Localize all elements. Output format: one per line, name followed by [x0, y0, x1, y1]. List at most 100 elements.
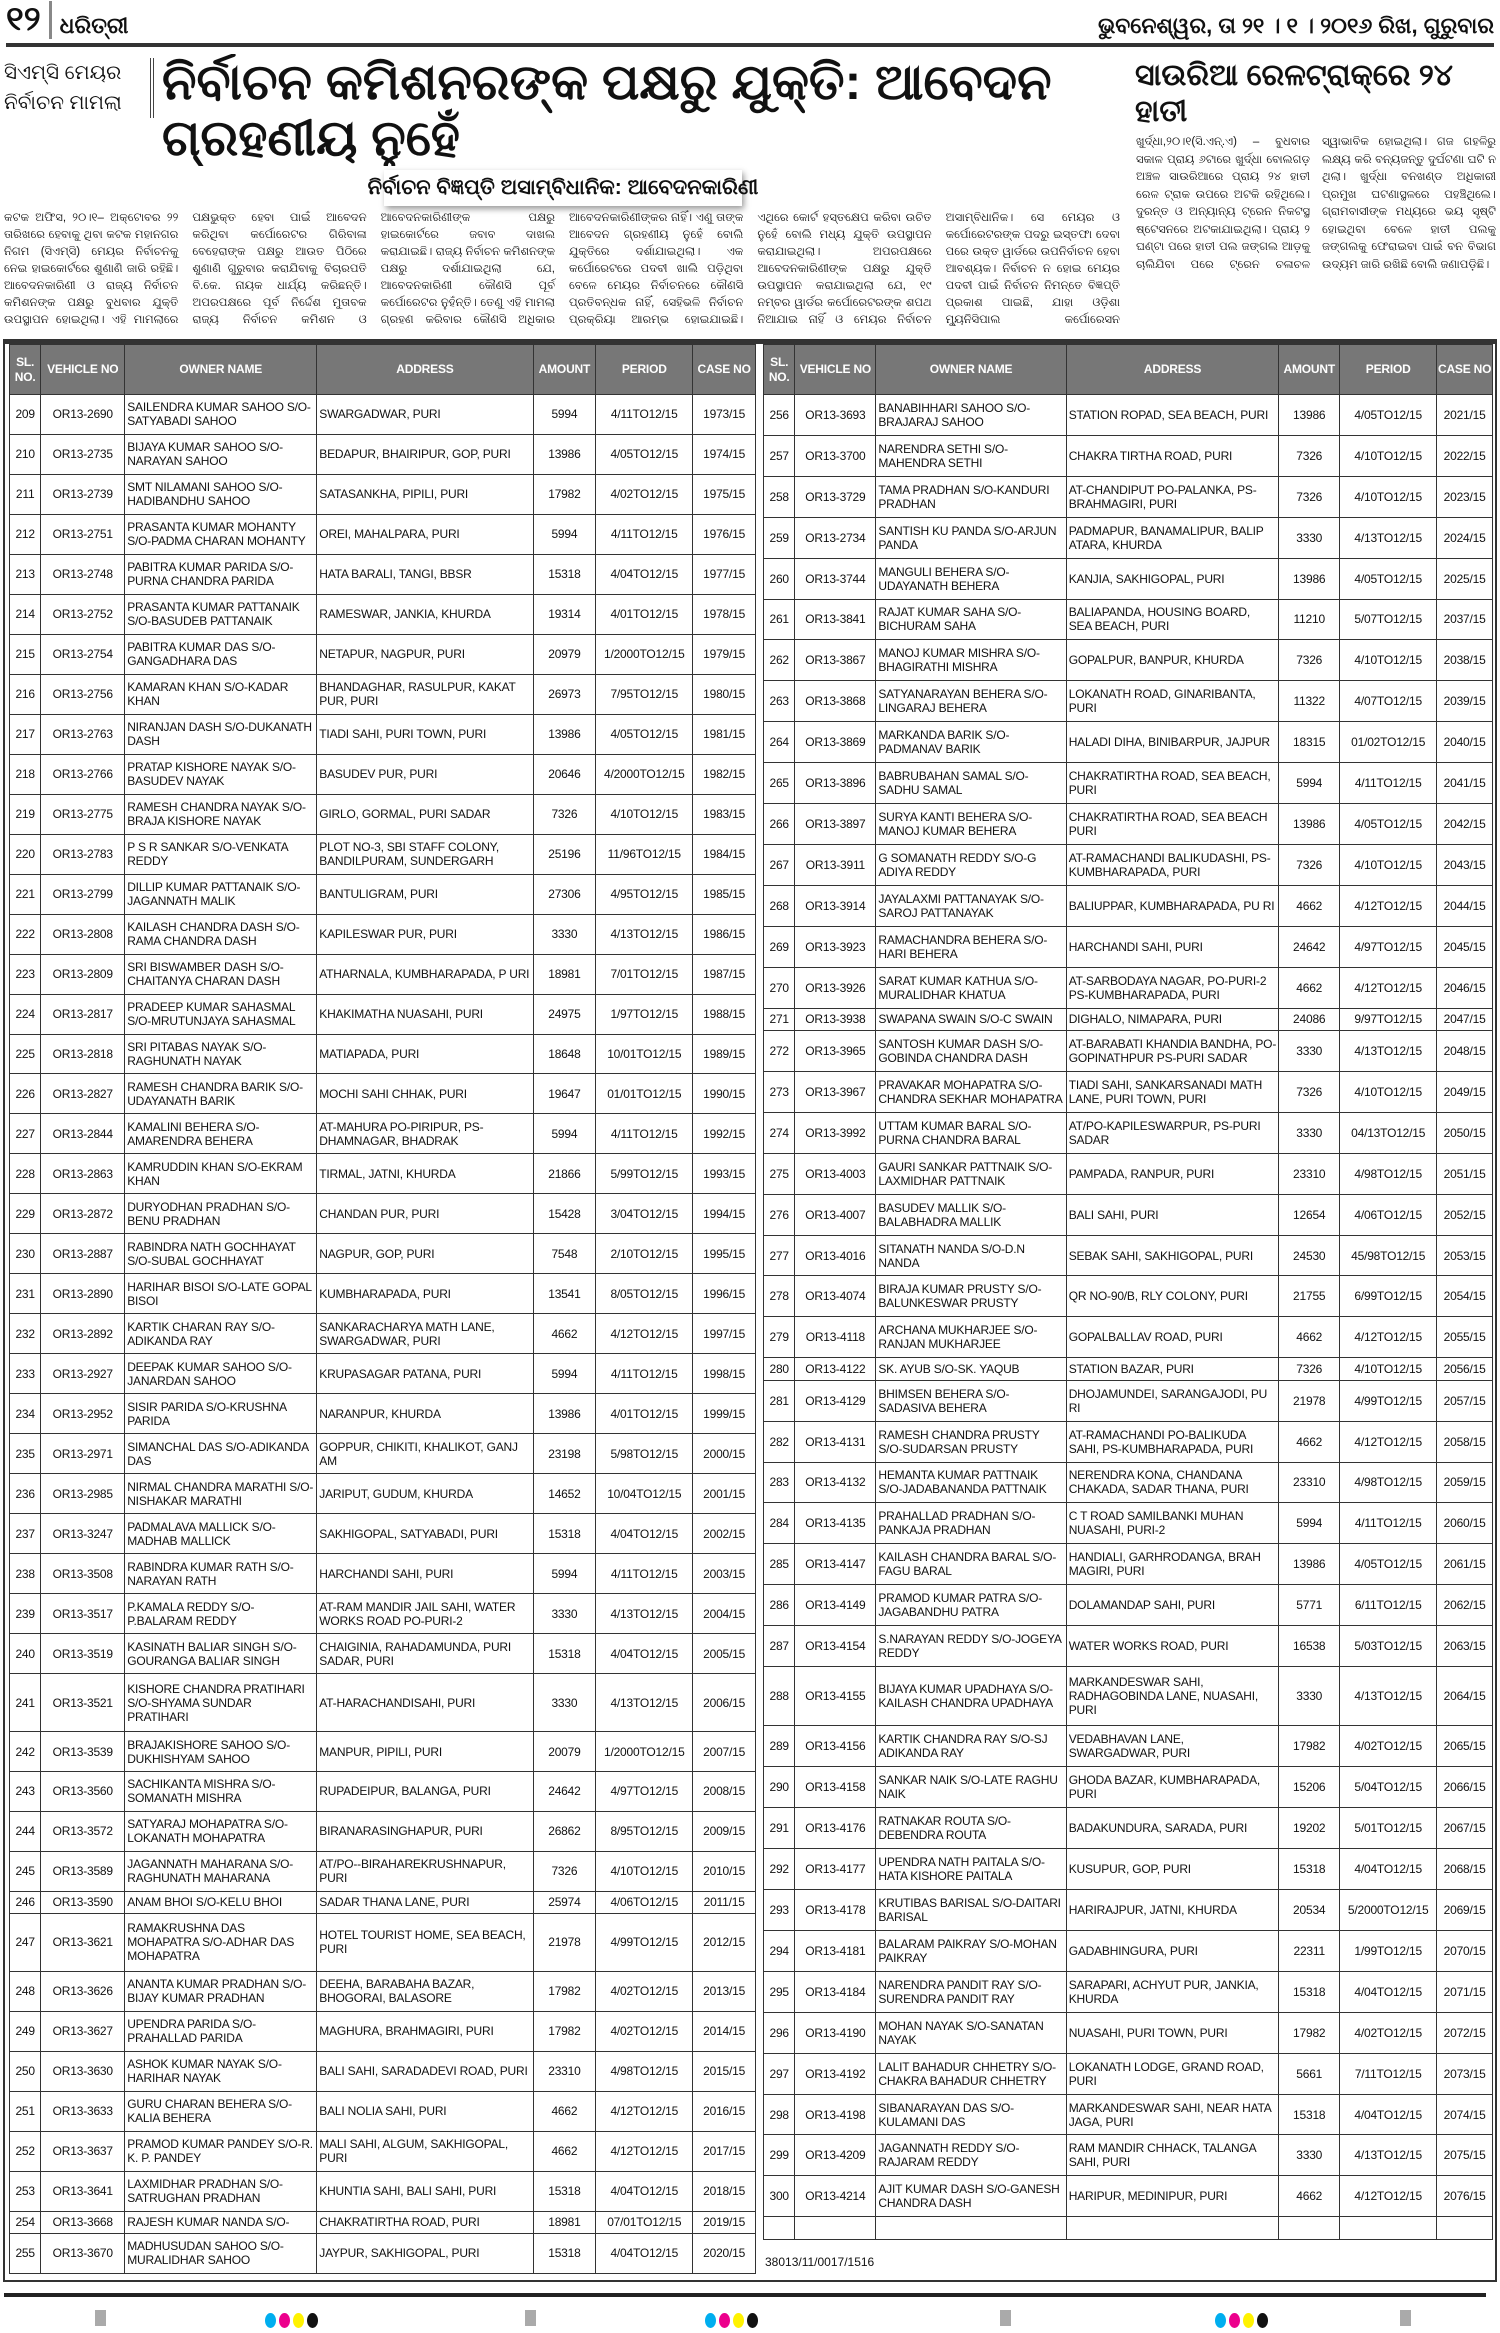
sl-no-cell: 298 — [762, 2093, 796, 2136]
case-no-cell: 2004/15 — [692, 1593, 756, 1635]
sl-no-cell: 275 — [762, 1152, 796, 1195]
registration-gray-mark — [1000, 2310, 1011, 2326]
sl-no-cell: 229 — [8, 1193, 42, 1235]
address-cell: CHAKRA TIRTHA ROAD, PURI — [1065, 434, 1280, 477]
table-row: 266 OR13-3897 SURYA KANTI BEHERA S/O-MANOJ… — [762, 803, 1493, 845]
table-row: 251 OR13-3633 GURU CHARAN BEHERA S/O-KALIA… — [8, 2090, 756, 2132]
case-no-cell: 1977/15 — [692, 553, 756, 595]
sl-no-cell: 220 — [8, 833, 42, 875]
period-cell: 10/04TO12/15 — [595, 1473, 694, 1515]
case-no-cell: 2066/15 — [1436, 1766, 1493, 1809]
amount-cell: 18315 — [1278, 721, 1341, 764]
vehicle-no-cell: OR13-2887 — [40, 1233, 126, 1275]
case-no-cell: 2047/15 — [1436, 1007, 1493, 1032]
period-cell: 4/04TO12/15 — [595, 2170, 694, 2212]
case-no-cell: 2023/15 — [1436, 475, 1493, 518]
address-cell: BALI SAHI, SARADADEVI ROAD, PURI — [316, 2050, 534, 2092]
vehicle-no-cell: OR13-4154 — [794, 1625, 877, 1668]
address-cell: AT-MAHURA PO-PIRIPUR, PS-DHAMNAGAR, BHAD… — [316, 1113, 534, 1155]
address-cell: MAGHURA, BRAHMAGIRI, PURI — [316, 2010, 534, 2052]
column-header-sl-no: SL. NO. — [8, 344, 42, 395]
vehicle-no-cell: OR13-3521 — [40, 1672, 126, 1733]
table-row: 235 OR13-2971 SIMANCHAL DAS S/O-ADIKANDA D… — [8, 1433, 756, 1475]
case-no-cell: 1994/15 — [692, 1193, 756, 1235]
owner-name-cell: SMT NILAMANI SAHOO S/O-HADIBANDHU SAHOO — [124, 473, 318, 515]
address-cell: ATHARNALA, KUMBHARAPADA, P URI — [316, 953, 534, 995]
sl-no-cell: 279 — [762, 1316, 796, 1359]
period-cell: 4/11TO12/15 — [1339, 762, 1438, 805]
sl-no-cell: 252 — [8, 2130, 42, 2172]
amount-cell: 3330 — [1278, 516, 1341, 559]
owner-name-cell: UPENDRA PARIDA S/O-PRAHALLAD PARIDA — [124, 2010, 318, 2052]
table-row: 277 OR13-4016 SITANATH NANDA S/O-D.N NANDA… — [762, 1234, 1493, 1277]
amount-cell: 22311 — [1278, 1929, 1341, 1972]
owner-name-cell: RABINDRA NATH GOCHHAYAT S/O-SUBAL GOCHHA… — [124, 1233, 318, 1275]
empty-cell — [1278, 2216, 1341, 2240]
address-cell: HANDIALI, GARHRODANGA, BRAH MAGIRI, PURI — [1065, 1543, 1280, 1586]
owner-name-cell: LAXMIDHAR PRADHAN S/O-SATRUGHAN PRADHAN — [124, 2170, 318, 2212]
owner-name-cell: KAMARAN KHAN S/O-KADAR KHAN — [124, 673, 318, 715]
owner-name-cell: RAMESH CHANDRA BARIK S/O-UDAYANATH BARIK — [124, 1073, 318, 1115]
sl-no-cell: 299 — [762, 2134, 796, 2177]
column-header-case-no: CASE NO — [692, 344, 756, 395]
address-cell: SEBAK SAHI, SAKHIGOPAL, PURI — [1065, 1234, 1280, 1277]
owner-name-cell: S.NARAYAN REDDY S/O-JOGEYA REDDY — [875, 1625, 1067, 1668]
owner-name-cell: JAGANNATH REDDY S/O-RAJARAM REDDY — [875, 2134, 1067, 2177]
amount-cell: 7548 — [532, 1233, 597, 1275]
sl-no-cell: 289 — [762, 1725, 796, 1768]
registration-dot — [733, 2313, 744, 2328]
period-cell: 7/95TO12/15 — [595, 673, 694, 715]
amount-cell: 13986 — [1278, 1543, 1341, 1586]
sl-no-cell: 293 — [762, 1889, 796, 1931]
amount-cell: 7326 — [1278, 1070, 1341, 1113]
period-cell: 11/96TO12/15 — [595, 833, 694, 875]
sl-no-cell: 269 — [762, 925, 796, 968]
case-no-cell: 2070/15 — [1436, 1929, 1493, 1972]
case-no-cell: 2054/15 — [1436, 1275, 1493, 1318]
vehicle-no-cell: OR13-3923 — [794, 925, 877, 968]
owner-name-cell: SISIR PARIDA S/O-KRUSHNA PARIDA — [124, 1393, 318, 1435]
sl-no-cell: 233 — [8, 1353, 42, 1395]
period-cell: 2/10TO12/15 — [595, 1233, 694, 1275]
table-row: 214 OR13-2752 PRASANTA KUMAR PATTANAIK S/O… — [8, 593, 756, 635]
vehicle-no-cell: OR13-2754 — [40, 633, 126, 675]
vehicle-no-cell: OR13-2890 — [40, 1273, 126, 1315]
case-no-cell: 1995/15 — [692, 1233, 756, 1275]
sl-no-cell: 227 — [8, 1113, 42, 1155]
owner-name-cell: KAMRUDDIN KHAN S/O-EKRAM KHAN — [124, 1153, 318, 1195]
sl-no-cell: 246 — [8, 1890, 42, 1914]
table-row: 253 OR13-3641 LAXMIDHAR PRADHAN S/O-SATRUG… — [8, 2170, 756, 2212]
period-cell: 4/04TO12/15 — [1339, 2093, 1438, 2136]
owner-name-cell: BIRAJA KUMAR PRUSTY S/O-BALUNKESWAR PRUS… — [875, 1275, 1067, 1318]
table-row: 250 OR13-3630 ASHOK KUMAR NAYAK S/O-HARIHA… — [8, 2050, 756, 2092]
owner-name-cell: MADHUSUDAN SAHOO S/O-MURALIDHAR SAHOO — [124, 2232, 318, 2275]
period-cell: 4/99TO12/15 — [1339, 1379, 1438, 1422]
address-cell: BADAKUNDURA, SARADA, PURI — [1065, 1807, 1280, 1850]
amount-cell: 4662 — [532, 1313, 597, 1355]
owner-name-cell: JAGANNATH MAHARANA S/O-RAGHUNATH MAHARAN… — [124, 1850, 318, 1892]
case-no-cell: 2068/15 — [1436, 1848, 1493, 1891]
amount-cell: 4662 — [1278, 884, 1341, 927]
sl-no-cell: 226 — [8, 1073, 42, 1115]
period-cell: 4/99TO12/15 — [595, 1912, 694, 1972]
amount-cell: 17982 — [1278, 1725, 1341, 1768]
table-row: 289 OR13-4156 KARTIK CHANDRA RAY S/O-SJ AD… — [762, 1725, 1493, 1768]
table-row: 294 OR13-4181 BALARAM PAIKRAY S/O-MOHAN PA… — [762, 1929, 1493, 1972]
period-cell: 4/04TO12/15 — [1339, 1848, 1438, 1891]
amount-cell: 24642 — [532, 1771, 597, 1812]
address-cell: BANTULIGRAM, PURI — [316, 873, 534, 915]
amount-cell: 19647 — [532, 1073, 597, 1115]
case-no-cell: 1997/15 — [692, 1313, 756, 1355]
period-cell: 4/11TO12/15 — [595, 1113, 694, 1155]
period-cell: 4/01TO12/15 — [595, 593, 694, 635]
vehicle-no-cell: OR13-2952 — [40, 1393, 126, 1435]
owner-name-cell: SWAPANA SWAIN S/O-C SWAIN — [875, 1007, 1067, 1032]
amount-cell: 26862 — [532, 1810, 597, 1852]
sl-no-cell: 218 — [8, 753, 42, 795]
table-row: 230 OR13-2887 RABINDRA NATH GOCHHAYAT S/O-… — [8, 1233, 756, 1275]
owner-name-cell: RAMESH CHANDRA PRUSTY S/O-SUDARSAN PRUST… — [875, 1420, 1067, 1463]
owner-name-cell: PRASANTA KUMAR MOHANTY S/O-PADMA CHARAN … — [124, 513, 318, 555]
table-row: 241 OR13-3521 KISHORE CHANDRA PRATIHARI S/… — [8, 1672, 756, 1733]
owner-name-cell: PABITRA KUMAR DAS S/O-GANGADHARA DAS — [124, 633, 318, 675]
registration-dot — [719, 2313, 730, 2328]
